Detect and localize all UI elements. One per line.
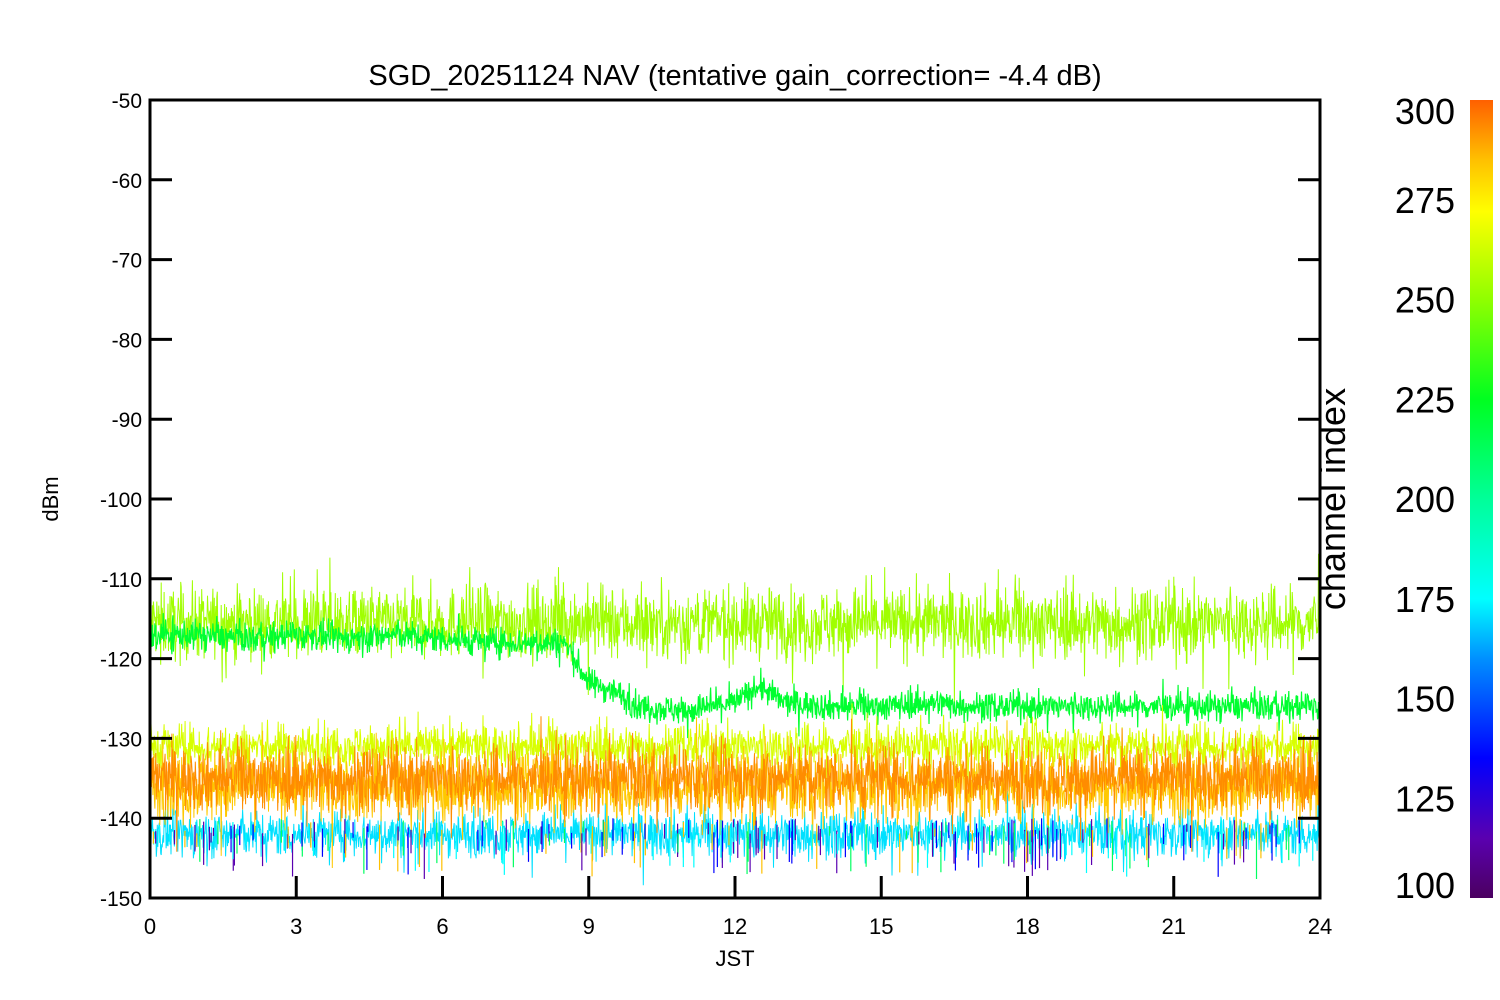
colorbar-tick-label: 275 [1395, 180, 1455, 221]
series-layer [150, 553, 1320, 886]
series-line [150, 553, 1320, 705]
x-tick-label: 6 [436, 914, 448, 939]
x-tick-label: 3 [290, 914, 302, 939]
x-tick-label: 0 [144, 914, 156, 939]
y-axis: -50 -60 -70 -80 -90 -100 -110 -120 -130 -140 -150 [100, 90, 1320, 911]
x-tick-label: 15 [869, 914, 893, 939]
colorbar-label: channel index [1312, 388, 1353, 610]
colorbar-ticks: 100 125 150 175 200 225 250 275 300 [1395, 91, 1455, 906]
series-line [150, 716, 1320, 852]
x-axis: 0 3 6 9 12 15 18 21 24 [144, 876, 1332, 939]
x-tick-label: 18 [1015, 914, 1039, 939]
y-tick-label: -120 [100, 649, 142, 672]
x-tick-label: 12 [723, 914, 747, 939]
series-line [150, 703, 1320, 798]
x-tick-label: 24 [1308, 914, 1332, 939]
colorbar-tick-label: 100 [1395, 865, 1455, 906]
colorbar-tick-label: 225 [1395, 379, 1455, 420]
y-tick-label: -50 [112, 90, 142, 113]
y-tick-label: -110 [102, 569, 142, 592]
y-tick-label: -90 [112, 409, 142, 432]
y-tick-label: -70 [112, 250, 142, 273]
x-tick-label: 9 [583, 914, 595, 939]
chart-title: SGD_20251124 NAV (tentative gain_correct… [368, 60, 1101, 92]
y-tick-label: -150 [100, 888, 142, 911]
colorbar-tick-label: 175 [1395, 579, 1455, 620]
series-line [150, 613, 1320, 739]
y-tick-label: -100 [100, 489, 142, 512]
x-axis-label: JST [715, 946, 754, 971]
y-tick-label: -140 [100, 808, 142, 831]
colorbar-tick-label: 125 [1395, 778, 1455, 819]
y-tick-label: -80 [112, 329, 142, 352]
colorbar-tick-label: 150 [1395, 679, 1455, 720]
colorbar-tick-label: 250 [1395, 280, 1455, 321]
colorbar [1470, 100, 1493, 898]
y-tick-label: -60 [112, 170, 142, 193]
colorbar-tick-label: 200 [1395, 479, 1455, 520]
x-tick-label: 21 [1162, 914, 1186, 939]
y-axis-label: dBm [38, 476, 63, 521]
y-tick-label: -130 [100, 728, 142, 751]
colorbar-tick-label: 300 [1395, 91, 1455, 132]
